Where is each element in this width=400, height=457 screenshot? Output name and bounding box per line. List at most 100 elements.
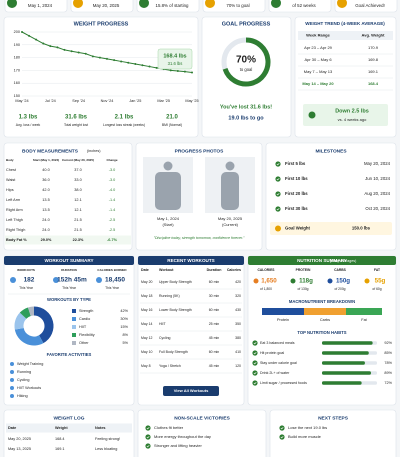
label: -6.7% bbox=[107, 238, 118, 242]
goal-row bbox=[270, 222, 392, 235]
activity-icon bbox=[10, 394, 14, 398]
panel bbox=[4, 0, 68, 13]
stat-icon bbox=[253, 278, 259, 284]
check-mark bbox=[280, 435, 284, 439]
weight-point bbox=[21, 31, 23, 33]
label: This Year bbox=[62, 286, 77, 290]
label: Hiking bbox=[17, 394, 28, 398]
label: 170.9 bbox=[368, 45, 379, 50]
label: May 7 – May 13 bbox=[304, 69, 333, 74]
weight-point bbox=[42, 42, 45, 45]
label: CALORIES bbox=[257, 268, 275, 272]
label: Goal Weight bbox=[285, 226, 311, 231]
card-text: 70% to goal bbox=[226, 3, 249, 8]
label: 60 min bbox=[209, 308, 220, 312]
label: of 60g bbox=[372, 287, 381, 291]
header-bar bbox=[138, 256, 244, 265]
label: Avg. loss / week bbox=[16, 123, 41, 127]
label: 45 min bbox=[209, 364, 220, 368]
stat-icon bbox=[364, 278, 370, 284]
label: Waist bbox=[6, 178, 16, 182]
label: Protein bbox=[277, 318, 289, 322]
label: 21.5 bbox=[74, 228, 81, 232]
label: Weight bbox=[55, 426, 68, 430]
weight-point bbox=[70, 50, 73, 53]
label: This Year bbox=[19, 286, 34, 290]
value-label: 8% bbox=[123, 333, 129, 337]
label: 430 bbox=[235, 308, 241, 312]
label: Total weight lost bbox=[64, 123, 88, 127]
label: Eat 3 balanced meals bbox=[260, 341, 295, 345]
legend-swatch bbox=[72, 333, 76, 337]
label: Running (5K) bbox=[159, 294, 180, 298]
button[interactable] bbox=[163, 386, 219, 396]
card-text: May 20, 2025 bbox=[93, 3, 120, 8]
label: Carbs bbox=[320, 318, 330, 322]
label: Right Arm bbox=[6, 208, 23, 212]
check-icon bbox=[279, 434, 285, 440]
check-mark bbox=[253, 381, 257, 385]
label: 2.1 lbs bbox=[115, 115, 134, 121]
label: May 8 bbox=[141, 364, 151, 368]
goal-arc bbox=[222, 37, 271, 87]
activity-icon bbox=[10, 378, 14, 382]
weight-point bbox=[148, 65, 151, 68]
table-header bbox=[6, 423, 132, 433]
label: More energy throughout the day bbox=[154, 434, 211, 439]
legend-label: Flexibility bbox=[79, 333, 95, 337]
label: May 1, 2024 bbox=[157, 216, 180, 221]
label: 12.1 bbox=[74, 208, 81, 212]
label: Change bbox=[106, 158, 117, 162]
label: Full Body Strength bbox=[159, 350, 188, 354]
label: May 14 – May 20 bbox=[302, 81, 334, 86]
label: -1.4 bbox=[109, 198, 116, 202]
label: (Current) bbox=[222, 222, 239, 227]
label: Body Fat % bbox=[6, 238, 27, 242]
check-icon bbox=[252, 380, 258, 386]
x-tick-label: May '25 bbox=[185, 99, 198, 103]
check-mark bbox=[253, 351, 257, 355]
check-mark bbox=[276, 177, 280, 181]
label: Date bbox=[141, 268, 149, 272]
weight-point bbox=[155, 66, 158, 69]
label: 37.0 bbox=[74, 168, 81, 172]
weight-point bbox=[127, 61, 130, 64]
label: May 10 bbox=[141, 350, 153, 354]
label: 410 bbox=[235, 350, 241, 354]
label: 320 bbox=[235, 294, 241, 298]
label: Yoga / Stretch bbox=[159, 364, 181, 368]
label: 38.0 bbox=[74, 188, 81, 192]
habit-bar bbox=[322, 381, 362, 385]
label: Hips bbox=[6, 188, 14, 192]
value-box bbox=[157, 48, 193, 70]
label: 25 min bbox=[209, 322, 220, 326]
label: View All Workouts bbox=[174, 388, 209, 393]
label: WEIGHT TREND (4-WEEK AVERAGE) bbox=[305, 21, 385, 26]
label: DURATION bbox=[61, 268, 77, 272]
label: 12.1 bbox=[74, 198, 81, 202]
check-mark bbox=[146, 435, 150, 439]
macro-segment bbox=[262, 308, 304, 315]
macro-segment bbox=[304, 308, 346, 315]
label: 36.0 bbox=[42, 178, 49, 182]
label: Right Thigh bbox=[6, 228, 25, 232]
label: MACRONUTRIENT BREAKDOWN bbox=[289, 299, 355, 304]
label: 420 bbox=[235, 280, 241, 284]
label: Clothes fit better bbox=[154, 425, 184, 430]
value-label: 72% bbox=[384, 381, 392, 385]
label: First 20 lbs bbox=[285, 191, 308, 196]
label: Hit protein goal bbox=[260, 351, 284, 355]
value-label: 42% bbox=[120, 309, 128, 313]
type-slice bbox=[33, 306, 54, 344]
label: 169.1 bbox=[55, 447, 65, 451]
check-icon bbox=[252, 360, 258, 366]
label: Jun 10, 2024 bbox=[365, 176, 390, 181]
label: 31.6 lbs bbox=[168, 61, 183, 66]
label: 118g bbox=[299, 278, 313, 285]
card-icon bbox=[205, 0, 215, 8]
label: 70% bbox=[236, 55, 256, 66]
x-tick-label: Nov '24 bbox=[101, 99, 114, 103]
label: FAVORITE ACTIVITIES bbox=[47, 352, 92, 357]
check-icon bbox=[275, 206, 281, 212]
value-label: 92% bbox=[384, 341, 392, 345]
